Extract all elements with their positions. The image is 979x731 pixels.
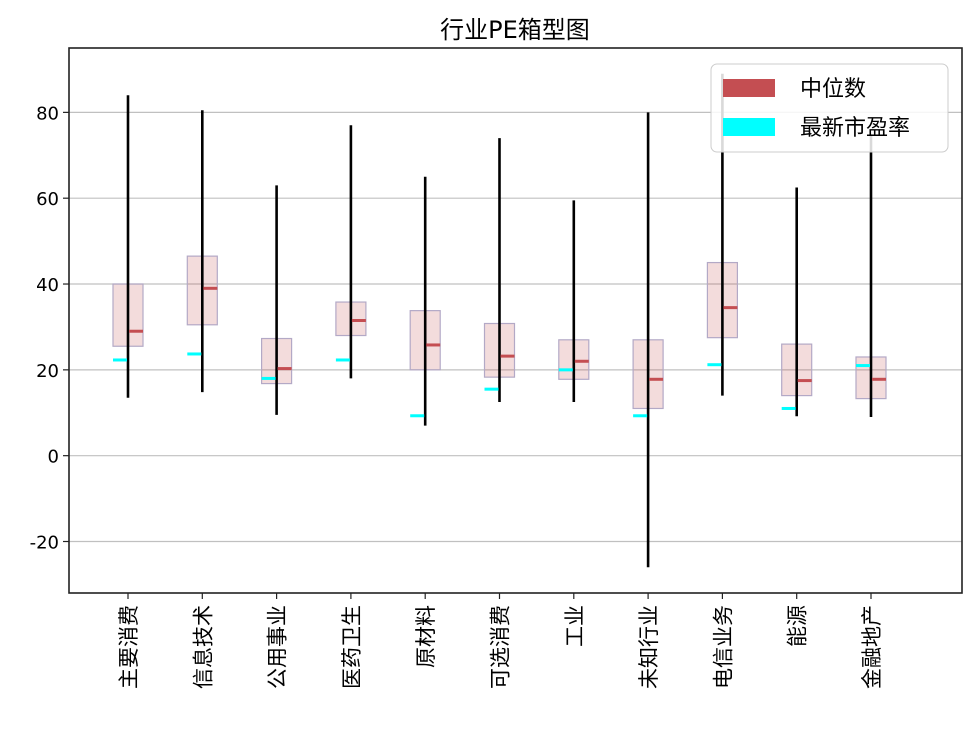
legend-swatch-median <box>723 79 775 97</box>
xtick-label: 能源 <box>786 605 810 647</box>
xtick-label: 金融地产 <box>860 605 884 689</box>
xtick-label: 电信业务 <box>711 605 735 689</box>
ytick-label: 80 <box>36 103 59 124</box>
xtick-label: 主要消费 <box>117 605 141 689</box>
box-layer <box>112 73 887 568</box>
chart-title: 行业PE箱型图 <box>440 16 590 44</box>
ytick-label: -20 <box>30 533 59 554</box>
ytick-label: 0 <box>48 447 59 468</box>
ytick-label: 20 <box>36 361 59 382</box>
xtick-label: 工业 <box>563 605 587 647</box>
legend-swatch-latest <box>723 118 775 136</box>
legend-label-latest: 最新市盈率 <box>800 116 910 141</box>
xtick-label: 可选消费 <box>489 605 513 689</box>
axis-layer: -20 0 20 40 60 80 主要消费 信息技术 公用事业 医药卫生 原材料 可选消费 工业 未知行… <box>30 47 963 689</box>
xtick-label: 未知行业 <box>637 605 661 689</box>
xtick-label: 信息技术 <box>191 605 215 689</box>
legend: 中位数 最新市盈率 <box>710 63 949 153</box>
xtick-label: 原材料 <box>414 605 438 668</box>
plot-frame <box>68 47 963 594</box>
legend-label-median: 中位数 <box>800 77 866 102</box>
ytick-label: 60 <box>36 189 59 210</box>
ytick-label: 40 <box>36 275 59 296</box>
xtick-label: 公用事业 <box>266 605 290 689</box>
xtick-label: 医药卫生 <box>340 605 364 689</box>
